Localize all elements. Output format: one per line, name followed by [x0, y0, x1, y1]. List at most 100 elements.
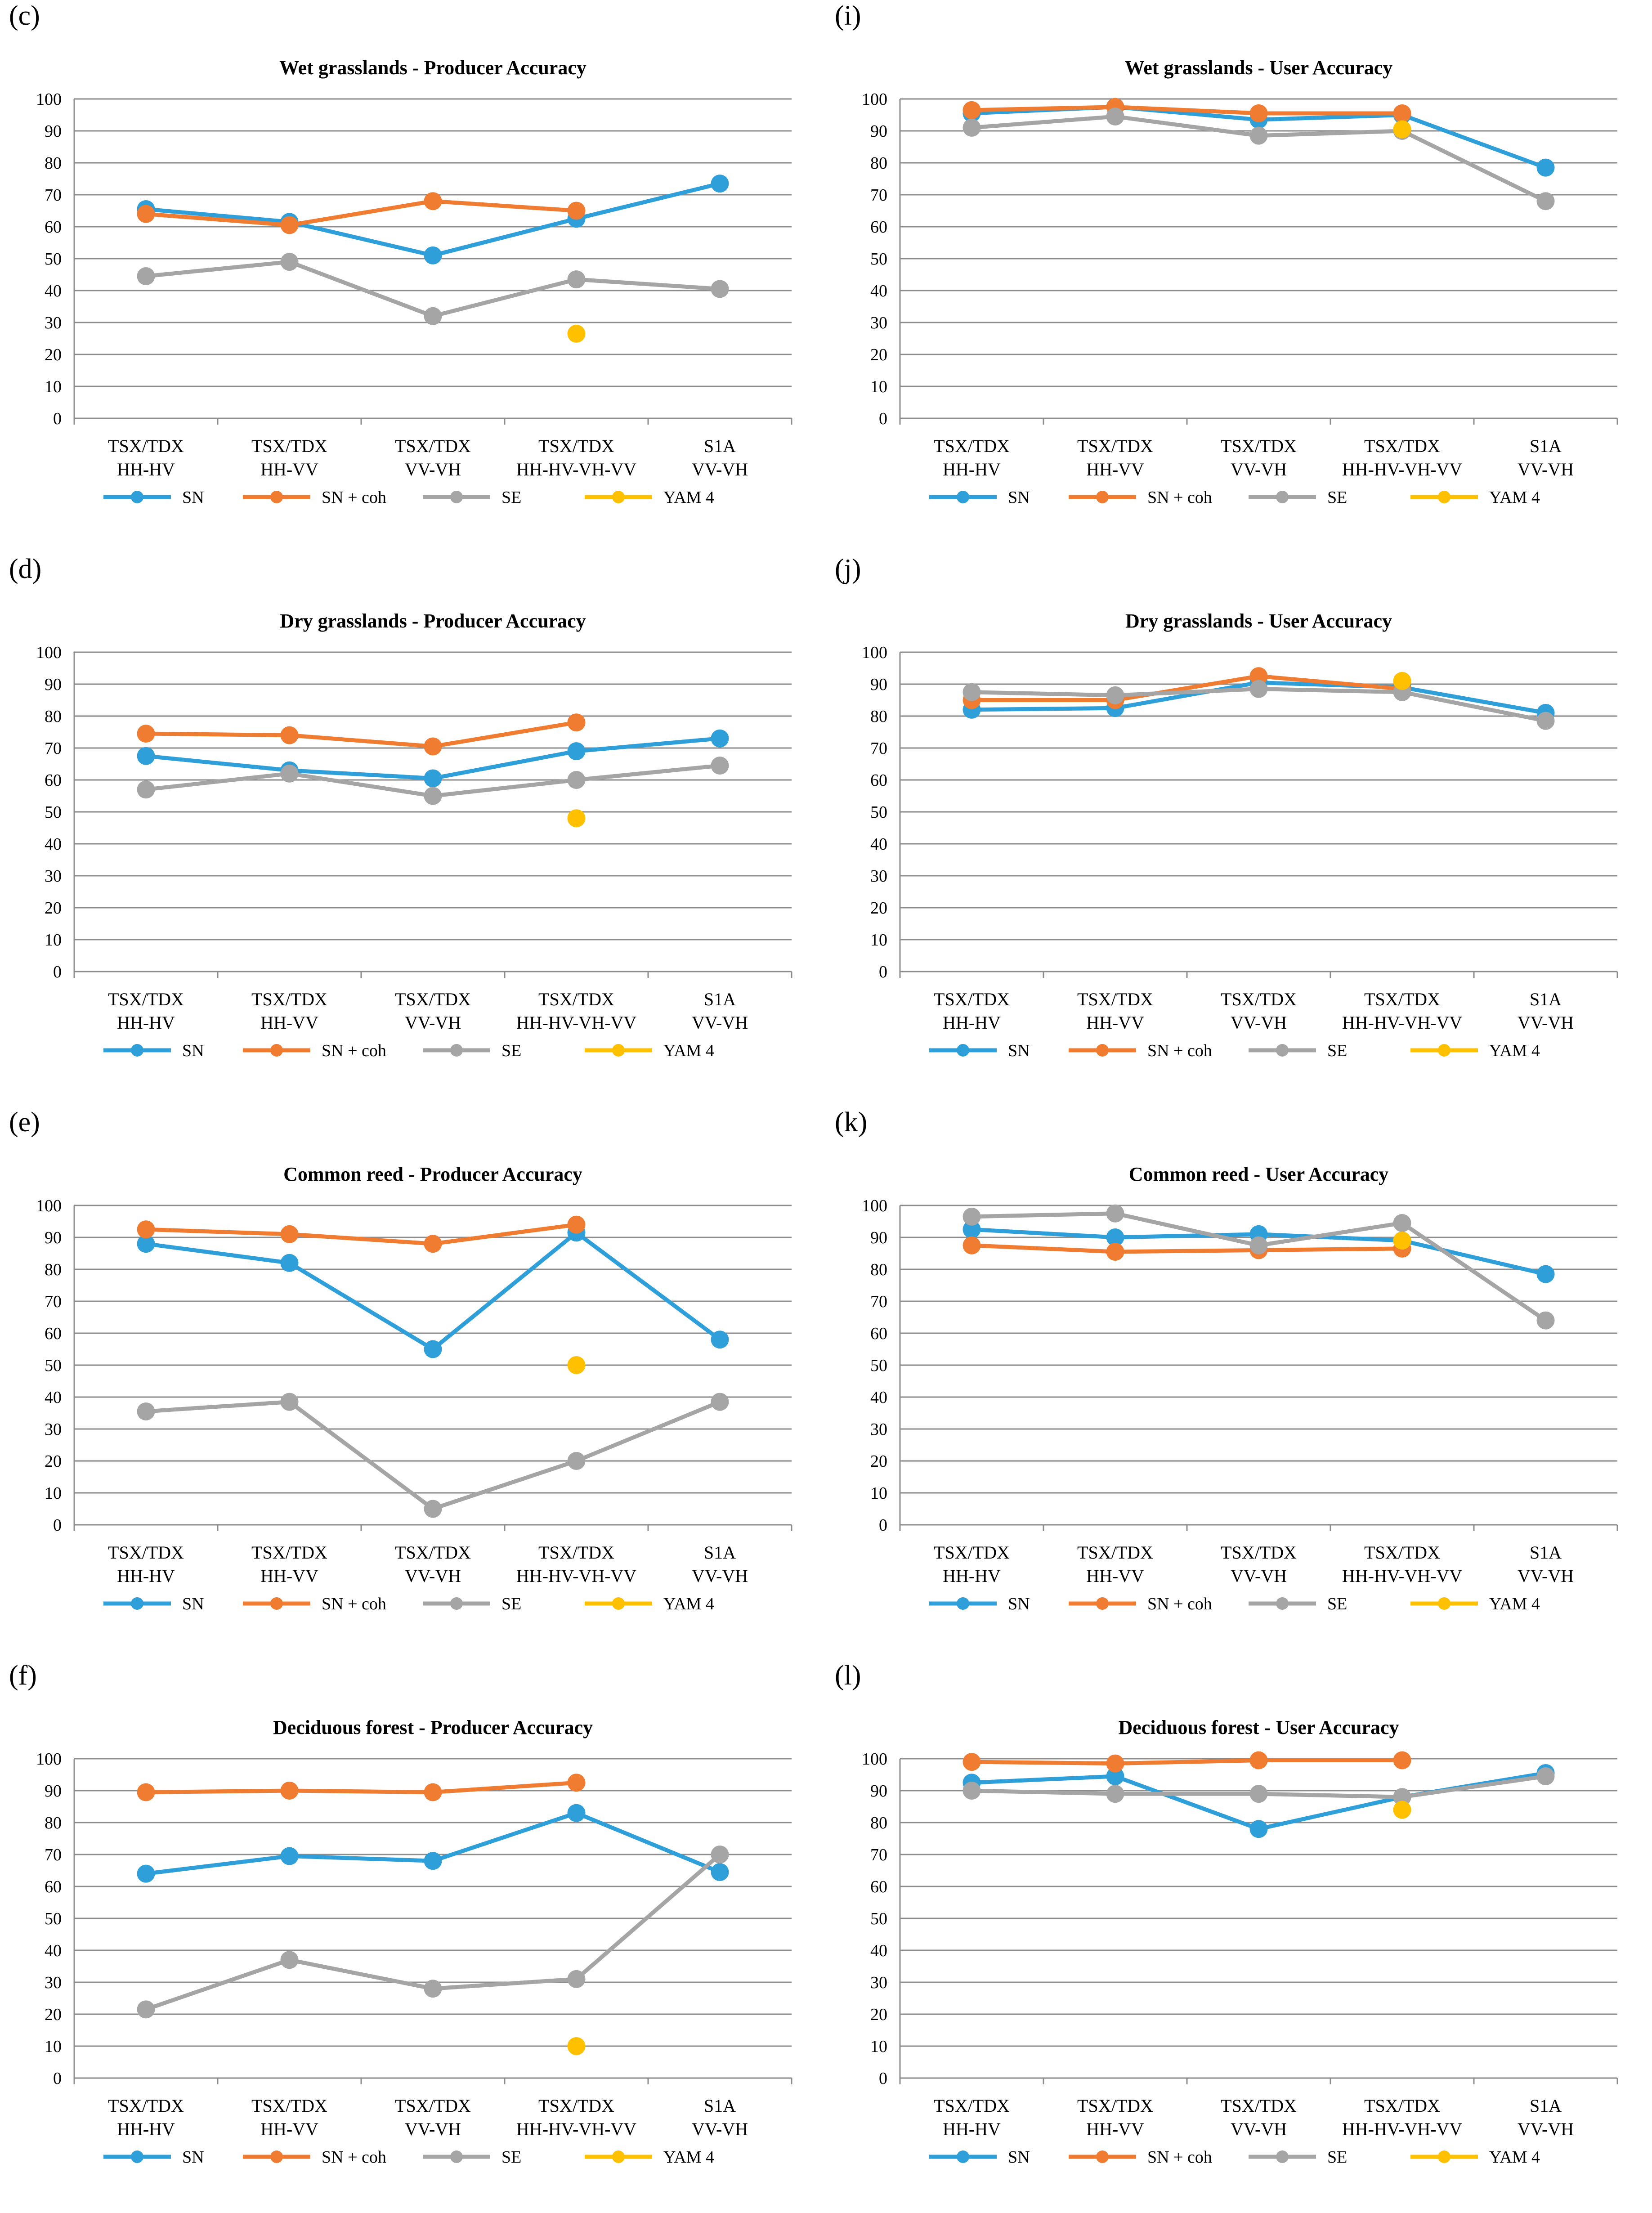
legend-item-yam-4: YAM 4	[1410, 2148, 1540, 2167]
legend-label: YAM 4	[663, 2148, 714, 2167]
x-tick-label: S1A	[704, 1542, 736, 1563]
x-tick-label-sub: HH-HV	[117, 2119, 175, 2139]
x-tick-label-sub: VV-VH	[1231, 459, 1287, 479]
data-point	[280, 253, 299, 271]
series-line-segment	[970, 1774, 1117, 1785]
x-tick-label-sub: VV-VH	[405, 1566, 461, 1586]
series-line-segment	[1113, 114, 1261, 138]
series-line-segment	[1257, 1795, 1404, 1831]
legend-item-yam-4: YAM 4	[1410, 1595, 1540, 1613]
series-line-segment	[287, 220, 435, 258]
series-line-segment	[287, 733, 435, 748]
legend-item-sn-coh: SN + coh	[243, 1595, 386, 1613]
data-point	[567, 202, 586, 220]
data-point	[424, 1340, 442, 1358]
data-point	[1106, 1785, 1124, 1803]
data-point	[567, 713, 586, 732]
series-line-segment	[574, 181, 722, 221]
legend-marker	[1276, 491, 1289, 503]
y-tick-label: 100	[862, 643, 887, 662]
x-tick-label-sub: HH-VV	[1086, 1012, 1144, 1033]
y-tick-label: 70	[870, 1292, 887, 1311]
y-tick-label: 70	[45, 1846, 62, 1864]
legend-marker	[612, 491, 625, 503]
x-tick-label: TSX/TDX	[1364, 436, 1440, 456]
data-point	[1106, 1767, 1124, 1786]
series-yam-4	[1393, 120, 1411, 139]
series-line-segment	[1400, 1221, 1548, 1323]
x-tick-label: TSX/TDX	[538, 436, 614, 456]
legend-marker	[1276, 1597, 1289, 1610]
data-point	[424, 1235, 442, 1253]
x-tick-label: TSX/TDX	[1364, 989, 1440, 1009]
y-tick-label: 90	[45, 675, 62, 694]
series-yam-4	[1393, 1232, 1411, 1250]
data-point	[1393, 104, 1411, 122]
series-sn	[963, 673, 1555, 722]
series-line-segment	[287, 1788, 435, 1795]
panel-label: (l)	[835, 1660, 861, 1691]
series-sn-coh	[137, 192, 586, 234]
y-tick-label: 30	[870, 1973, 887, 1992]
line-chart: Common reed - User Accuracy 0 10 20 30 40 50 60…	[862, 1163, 1618, 1613]
x-tick-label: TSX/TDX	[108, 436, 184, 456]
legend-label: SN	[1008, 2148, 1030, 2167]
legend-label: SN	[182, 2148, 204, 2167]
series-line-segment	[287, 1261, 435, 1351]
series-line-segment	[287, 1958, 435, 1991]
y-tick-label: 40	[45, 1941, 62, 1960]
data-point	[1536, 158, 1555, 177]
panel-label: (d)	[9, 554, 42, 584]
legend-marker	[612, 1597, 625, 1610]
series-yam-4	[1393, 1801, 1411, 1819]
y-tick-label: 90	[45, 122, 62, 141]
series-sn	[137, 1804, 729, 1883]
legend-label: SE	[1327, 1041, 1347, 1060]
data-point	[280, 726, 299, 744]
series-sn	[137, 1223, 729, 1358]
y-tick-label: 80	[870, 1814, 887, 1832]
legend-label: SN + coh	[322, 1041, 386, 1060]
data-point	[963, 1220, 981, 1239]
y-tick-label: 40	[45, 282, 62, 300]
chart-panel-wet-grasslands-producer-accuracy: (c) Wet grasslands - Producer Accuracy 0 10…	[0, 0, 826, 553]
legend-label: SN	[1008, 488, 1030, 507]
legend-label: SE	[501, 1595, 521, 1613]
chart-panel-common-reed-producer-accuracy: (e) Common reed - Producer Accuracy 0 10 20 3…	[0, 1106, 826, 1660]
series-line-segment	[574, 1811, 722, 1874]
data-point	[567, 1356, 586, 1374]
y-tick-label: 30	[45, 1973, 62, 1992]
x-tick-label-sub: VV-VH	[1518, 1012, 1574, 1033]
data-point	[1536, 192, 1555, 211]
x-tick-label-sub: HH-HV-VH-VV	[516, 2119, 636, 2139]
data-point	[1106, 1242, 1124, 1261]
series-sn	[137, 729, 729, 788]
data-point	[963, 101, 981, 119]
data-point	[963, 1207, 981, 1226]
data-point	[963, 1753, 981, 1771]
data-point	[711, 280, 729, 298]
chart-panel-deciduous-forest-user-accuracy: (l) Deciduous forest - User Accuracy 0 10 20…	[826, 1660, 1652, 2213]
legend-marker	[1438, 1044, 1451, 1057]
series-line-segment	[287, 768, 435, 780]
legend-label: SN	[1008, 1041, 1030, 1060]
data-point	[567, 809, 586, 828]
y-tick-label: 100	[36, 643, 62, 662]
y-tick-label: 60	[870, 1324, 887, 1343]
series-line-segment	[970, 706, 1117, 712]
x-tick-label-sub: HH-VV	[260, 459, 318, 479]
y-tick-label: 30	[870, 867, 887, 886]
series-line-segment	[1400, 1238, 1548, 1277]
y-tick-label: 90	[870, 122, 887, 141]
legend-label: SN	[1008, 1595, 1030, 1613]
data-point	[711, 1330, 729, 1349]
legend-marker	[131, 1597, 143, 1610]
panel-label: (e)	[9, 1107, 40, 1138]
x-tick-label-sub: HH-VV	[260, 2119, 318, 2139]
x-tick-label: TSX/TDX	[538, 1542, 614, 1563]
x-tick-label-sub: VV-VH	[405, 1012, 461, 1033]
y-tick-label: 20	[45, 899, 62, 918]
series-se	[137, 253, 729, 325]
y-tick-label: 0	[879, 2069, 887, 2088]
chart-title: Common reed - User Accuracy	[1129, 1163, 1389, 1185]
